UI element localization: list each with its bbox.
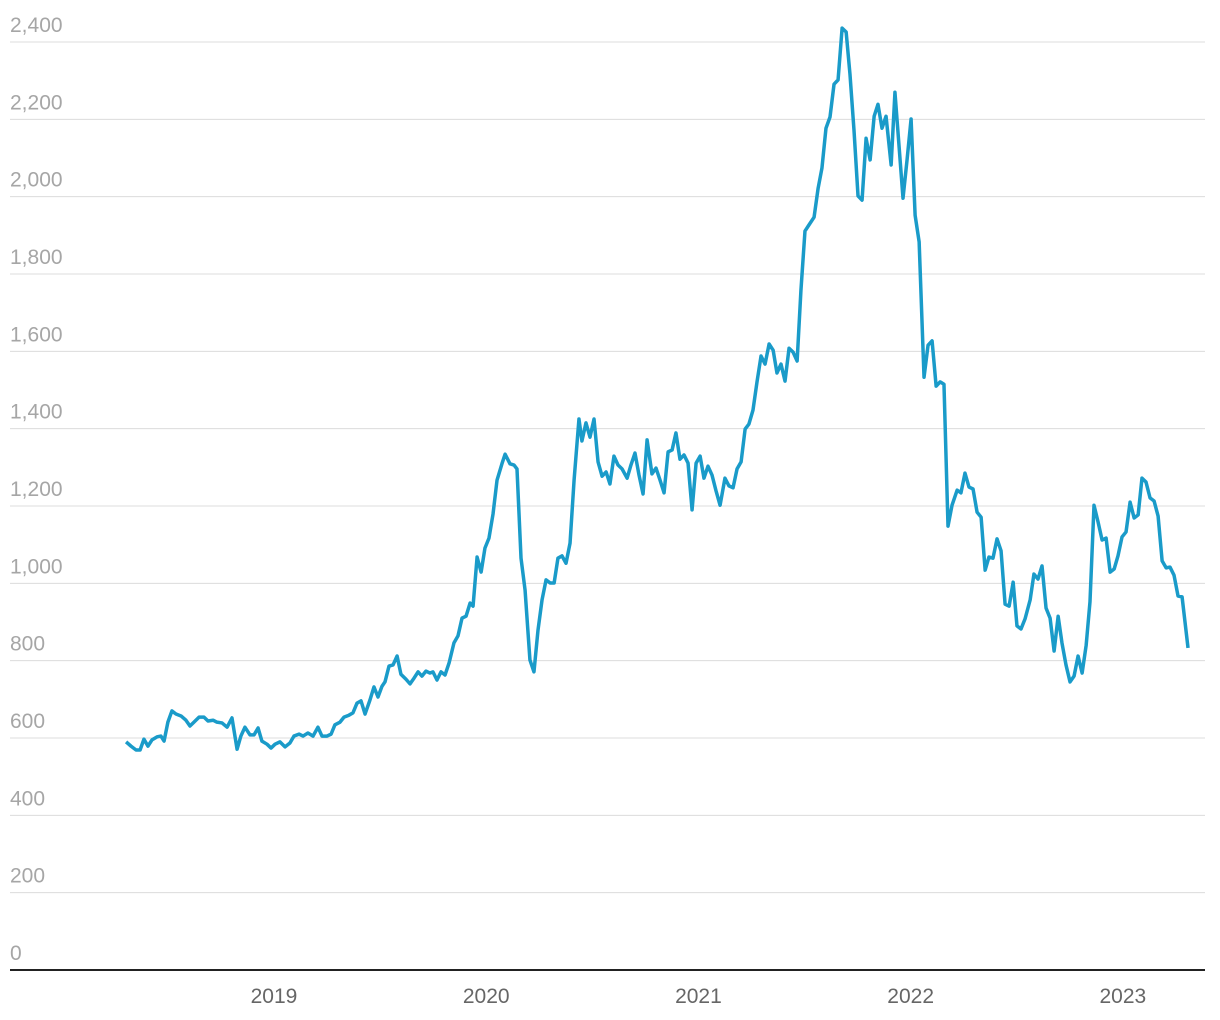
- y-tick-label: 1,000: [10, 555, 63, 578]
- x-tick-label: 2019: [251, 985, 298, 1008]
- y-tick-label: 2,400: [10, 14, 63, 37]
- y-tick-label: 1,600: [10, 323, 63, 346]
- x-tick-label: 2023: [1100, 985, 1147, 1008]
- data-line: [124, 26, 1190, 752]
- y-tick-label: 1,200: [10, 478, 63, 501]
- x-tick-label: 2022: [887, 985, 934, 1008]
- x-tick-label: 2021: [675, 985, 722, 1008]
- y-tick-label: 2,200: [10, 91, 63, 114]
- y-tick-label: 1,400: [10, 401, 63, 424]
- y-tick-label: 200: [10, 865, 45, 888]
- y-tick-label: 0: [10, 942, 22, 965]
- y-tick-label: 1,800: [10, 246, 63, 269]
- x-tick-label: 2020: [463, 985, 510, 1008]
- y-tick-label: 400: [10, 787, 45, 810]
- y-tick-label: 600: [10, 710, 45, 733]
- y-tick-label: 2,000: [10, 169, 63, 192]
- y-tick-label: 800: [10, 633, 45, 656]
